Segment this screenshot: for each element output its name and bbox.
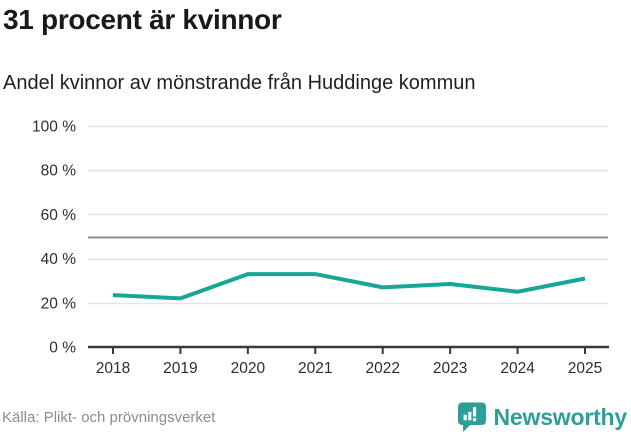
data-line-andel-kvinnor: [112, 272, 586, 301]
x-tick-label-2024: 2024: [500, 360, 535, 377]
y-tick-label-60: 60 %: [41, 207, 77, 224]
x-tick-label-2021: 2021: [298, 360, 332, 377]
x-tick-label-2018: 2018: [96, 360, 130, 377]
y-tick-label-0: 0 %: [49, 340, 76, 357]
x-tick-label-2023: 2023: [433, 360, 467, 377]
y-tick-label-100: 100 %: [32, 119, 76, 136]
y-tick-label-80: 80 %: [41, 163, 77, 180]
x-tick-label-2025: 2025: [568, 360, 602, 377]
y-tick-label-40: 40 %: [41, 251, 77, 268]
newsworthy-logo[interactable]: Newsworthy: [457, 401, 627, 434]
x-tick-label-2022: 2022: [365, 360, 399, 377]
newsworthy-wordmark: Newsworthy: [493, 404, 628, 430]
chart-title: 31 procent är kvinnor: [3, 4, 282, 35]
newsworthy-speech-bubble-bar-chart-icon: [457, 402, 486, 433]
source-note: Källa: Plikt- och prövningsverket: [2, 409, 216, 426]
x-tick-label-2020: 2020: [231, 360, 266, 377]
x-tick-label-2019: 2019: [163, 360, 197, 377]
y-tick-label-20: 20 %: [41, 295, 77, 312]
chart-subtitle: Andel kvinnor av mönstrande från Hudding…: [3, 72, 476, 94]
